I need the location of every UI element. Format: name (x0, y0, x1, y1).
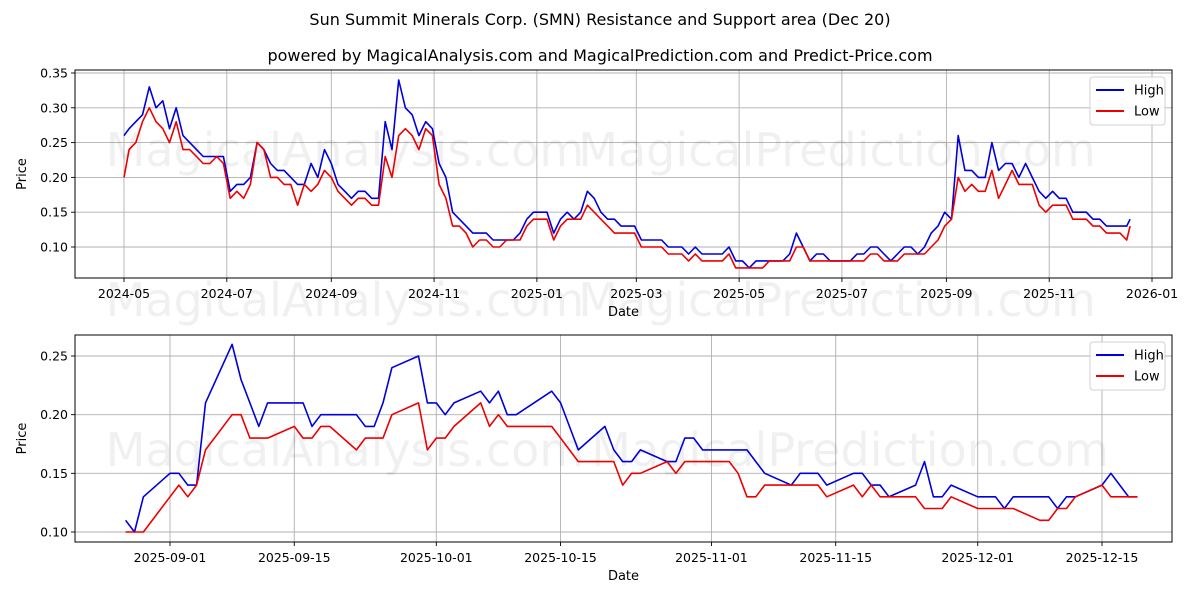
x-axis-label: Date (608, 569, 639, 584)
x-tick-label: 2025-11-15 (799, 550, 872, 565)
x-tick-label: 2025-03 (610, 286, 662, 301)
series-low-line (125, 402, 1138, 533)
grid (75, 335, 1172, 542)
y-tick-label: 0.35 (40, 66, 68, 81)
legend-high-label: High (1134, 84, 1164, 99)
x-tick-label: 2025-01 (511, 286, 563, 301)
legend-low-label: Low (1134, 370, 1160, 385)
y-tick-label: 0.10 (40, 240, 68, 255)
x-tick-label: 2025-10-15 (524, 550, 597, 565)
watermark: MagicalPrediction.com (578, 123, 1096, 177)
x-tick-label: 2025-10-01 (400, 550, 473, 565)
x-tick-label: 2025-09 (920, 286, 972, 301)
x-axis-label: Date (608, 305, 639, 320)
x-tick-label: 2024-09 (305, 286, 357, 301)
legend: High Low (1089, 76, 1166, 126)
x-tick-label: 2025-11-01 (675, 550, 748, 565)
legend: High Low (1089, 341, 1166, 391)
y-tick-label: 0.25 (40, 135, 68, 150)
axes-frame (74, 69, 1173, 279)
y-tick-label: 0.10 (40, 525, 68, 540)
x-tick-label: 2025-07 (816, 286, 868, 301)
watermark: MagicalPrediction.com (578, 273, 1096, 327)
x-tick-label: 2025-05 (713, 286, 765, 301)
y-tick-label: 0.15 (40, 466, 68, 481)
chart-subtitle: powered by MagicalAnalysis.com and Magic… (267, 46, 933, 65)
series-high-line (123, 79, 1131, 269)
chart-title: Sun Summit Minerals Corp. (SMN) Resistan… (309, 10, 891, 29)
x-tick-label: 2024-07 (201, 286, 253, 301)
y-tick-label: 0.30 (40, 100, 68, 115)
watermark: MagicalAnalysis.com (106, 273, 585, 327)
x-tick-label: 2024-11 (408, 286, 460, 301)
x-tick-label: 2025-09-15 (258, 550, 331, 565)
y-axis-label: Price (15, 158, 30, 190)
y-tick-label: 0.25 (40, 349, 68, 364)
watermark: MagicalAnalysis.com (106, 123, 585, 177)
x-tick-label: 2024-05 (98, 286, 150, 301)
x-tick-label: 2025-12-15 (1066, 550, 1139, 565)
watermark: MagicalAnalysis.com (106, 423, 585, 477)
x-tick-label: 2025-12-01 (941, 550, 1014, 565)
x-tick-label: 2025-09-01 (134, 550, 207, 565)
y-tick-label: 0.20 (40, 170, 68, 185)
axes-frame (74, 334, 1173, 543)
grid (75, 70, 1172, 278)
chart-panel-2: 0.10 0.15 0.20 0.25 2025-09-01 2025-09-15 2025… (15, 334, 1173, 584)
watermark: MagicalPrediction.com (591, 423, 1109, 477)
x-tick-label: 2025-11 (1023, 286, 1075, 301)
y-tick-label: 0.15 (40, 205, 68, 220)
y-tick-label: 0.20 (40, 407, 68, 422)
legend-low-label: Low (1134, 105, 1160, 120)
series-high-line (124, 343, 1138, 533)
legend-high-label: High (1134, 349, 1164, 364)
chart-panel-1: 0.10 0.15 0.20 0.25 0.30 0.35 2024-05 2024-07 20… (15, 66, 1178, 328)
x-tick-label: 2026-01 (1126, 286, 1178, 301)
y-axis-label: Price (15, 423, 30, 455)
series-low-line (123, 107, 1131, 269)
